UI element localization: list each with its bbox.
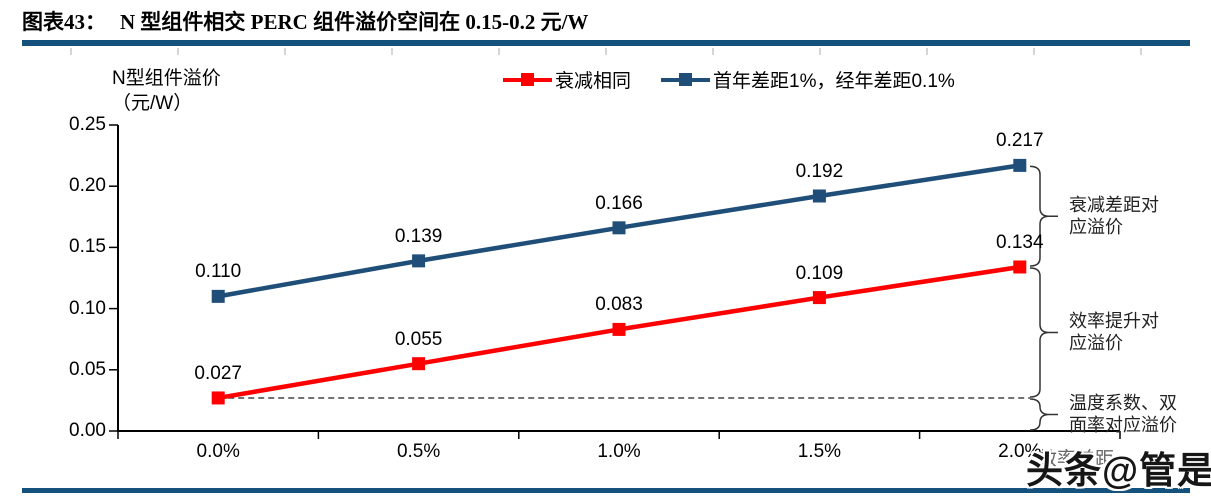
figure-number: 图表43： bbox=[22, 10, 106, 34]
data-label: 0.217 bbox=[996, 130, 1044, 152]
y-axis-title-line1: N型组件溢价 bbox=[112, 68, 221, 89]
data-point-marker bbox=[612, 322, 626, 336]
x-tick-label: 1.5% bbox=[797, 441, 842, 462]
data-point-marker bbox=[412, 254, 426, 268]
annotation-line: 衰减差距对 bbox=[1069, 195, 1159, 216]
y-tick-label: 0.20 bbox=[69, 175, 106, 197]
data-label: 0.083 bbox=[595, 294, 643, 316]
data-label: 0.134 bbox=[996, 231, 1044, 253]
legend-marker-icon bbox=[503, 73, 552, 86]
y-axis-title-line2: （元/W） bbox=[112, 93, 193, 114]
data-point-marker bbox=[612, 221, 626, 235]
data-label: 0.139 bbox=[394, 225, 443, 247]
annotation-line: 应溢价 bbox=[1069, 333, 1123, 354]
figure-title-text: N 型组件相交 PERC 组件溢价空间在 0.15-0.2 元/W bbox=[120, 10, 589, 34]
x-axis-title: 效率差距 bbox=[1038, 449, 1115, 470]
figure-title: 图表43： N 型组件相交 PERC 组件溢价空间在 0.15-0.2 元/W bbox=[22, 6, 588, 36]
data-label: 0.166 bbox=[595, 192, 643, 214]
bottom-divider bbox=[22, 488, 1190, 493]
data-label: 0.110 bbox=[195, 261, 242, 283]
data-point-marker bbox=[1013, 260, 1027, 274]
annotation-line: 面率对应溢价 bbox=[1069, 415, 1177, 436]
data-point-marker bbox=[412, 357, 426, 371]
legend: 衰减相同 首年差距1%，经年差距0.1% bbox=[503, 66, 955, 93]
y-tick-label: 0.15 bbox=[69, 236, 106, 258]
x-tick-label: 2.0% bbox=[998, 441, 1042, 462]
legend-square-icon bbox=[679, 73, 693, 86]
legend-label: 首年差距1%，经年差距0.1% bbox=[713, 71, 955, 92]
ruler-ticks bbox=[70, 48, 1150, 55]
annotation-label: 温度系数、双 面率对应溢价 bbox=[1069, 392, 1177, 436]
y-tick-label: 0.00 bbox=[69, 420, 106, 441]
data-label: 0.027 bbox=[194, 362, 242, 384]
data-label: 0.109 bbox=[795, 262, 844, 284]
x-tick-label: 1.0% bbox=[597, 441, 641, 462]
annotation-label: 效率提升对 应溢价 bbox=[1069, 310, 1159, 354]
x-tick-label: 0.5% bbox=[396, 441, 441, 462]
data-point-marker bbox=[1013, 158, 1027, 172]
top-divider bbox=[22, 40, 1190, 46]
legend-label: 衰减相同 bbox=[555, 71, 632, 92]
y-axis-title: N型组件溢价 （元/W） bbox=[112, 66, 221, 116]
y-tick-label: 0.25 bbox=[69, 114, 106, 135]
annotation-label: 衰减差距对 应溢价 bbox=[1069, 194, 1159, 238]
data-point-marker bbox=[812, 189, 826, 203]
y-tick-label: 0.10 bbox=[69, 297, 106, 319]
data-point-marker bbox=[812, 291, 826, 305]
watermark: 头条@管是 bbox=[1026, 450, 1211, 491]
y-tick-label: 0.05 bbox=[69, 358, 106, 380]
brace-icon bbox=[1029, 398, 1058, 431]
legend-square-icon bbox=[521, 73, 534, 86]
data-label: 0.192 bbox=[795, 160, 844, 182]
data-point-marker bbox=[211, 289, 225, 303]
legend-item: 衰减相同 bbox=[503, 66, 631, 93]
legend-marker-icon bbox=[661, 73, 711, 86]
annotation-line: 应溢价 bbox=[1069, 217, 1123, 238]
annotation-line: 温度系数、双 bbox=[1069, 393, 1177, 414]
brace-icon bbox=[1029, 165, 1058, 267]
legend-item: 首年差距1%，经年差距0.1% bbox=[661, 66, 955, 93]
x-tick-label: 0.0% bbox=[196, 441, 240, 462]
annotation-line: 效率提升对 bbox=[1069, 311, 1159, 332]
data-point-marker bbox=[211, 391, 225, 405]
brace-icon bbox=[1029, 267, 1058, 398]
data-label: 0.055 bbox=[394, 328, 443, 350]
